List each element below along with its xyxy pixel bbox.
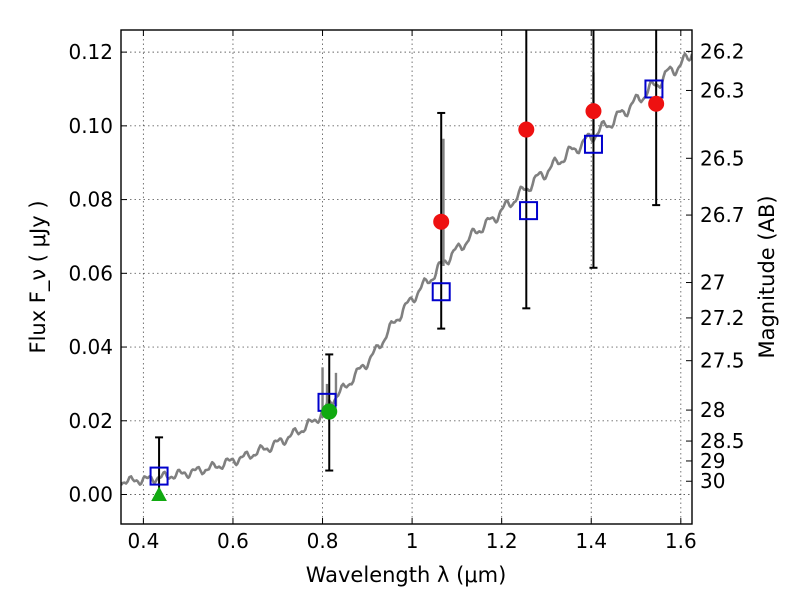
detection-point — [433, 213, 450, 230]
right-tick-label: 27 — [700, 271, 725, 295]
right-tick-label: 30 — [700, 469, 725, 493]
right-tick-label: 28 — [700, 398, 725, 422]
model-band-square — [149, 466, 169, 486]
right-tick-label: 29 — [700, 449, 725, 473]
x-tick-label: 1.4 — [575, 529, 607, 553]
green-limit-triangle — [151, 486, 167, 502]
x-tick-label: 0.4 — [127, 529, 159, 553]
model-band-square — [583, 134, 603, 154]
y-axis-right-label: Magnitude (AB) — [755, 195, 779, 358]
y-tick-label: 0.00 — [68, 483, 113, 507]
right-tick-label: 26.7 — [700, 203, 745, 227]
y-tick-label: 0.12 — [68, 40, 113, 64]
x-tick-label: 0.8 — [307, 529, 339, 553]
right-tick-label: 26.5 — [700, 146, 745, 170]
y-axis-label: Flux F_ν ( μJy ) — [26, 200, 51, 353]
tick-labels: 0.4 0.6 0.8 1 1.2 1.4 1.6 0.00 0.02 0.04 0.06 0.08 0… — [68, 39, 744, 553]
y-tick-label: 0.04 — [68, 335, 113, 359]
y-tick-label: 0.08 — [68, 188, 113, 212]
right-tick-label: 28.5 — [700, 429, 745, 453]
detection-point — [585, 103, 602, 120]
right-tick-label: 26.3 — [700, 78, 745, 102]
detection-point — [648, 95, 665, 112]
axis-ticks — [121, 30, 692, 524]
right-tick-label: 26.2 — [700, 39, 745, 63]
model-band-square — [431, 282, 451, 302]
detection-point — [518, 121, 535, 138]
x-axis-label: Wavelength λ (μm) — [306, 563, 507, 587]
plot-background — [121, 30, 692, 524]
x-tick-label: 1.6 — [665, 529, 697, 553]
y-tick-label: 0.06 — [68, 261, 113, 285]
green-detection-point — [321, 403, 338, 420]
x-tick-label: 1 — [406, 529, 419, 553]
model-band-square — [519, 201, 539, 221]
x-tick-label: 0.6 — [217, 529, 249, 553]
plot-frame — [120, 29, 693, 525]
y-tick-label: 0.02 — [68, 409, 113, 433]
x-tick-label: 1.2 — [486, 529, 518, 553]
right-tick-label: 27.2 — [700, 306, 745, 330]
data-markers — [149, 79, 665, 502]
y-tick-label: 0.10 — [68, 114, 113, 138]
right-tick-label: 27.5 — [700, 349, 745, 373]
